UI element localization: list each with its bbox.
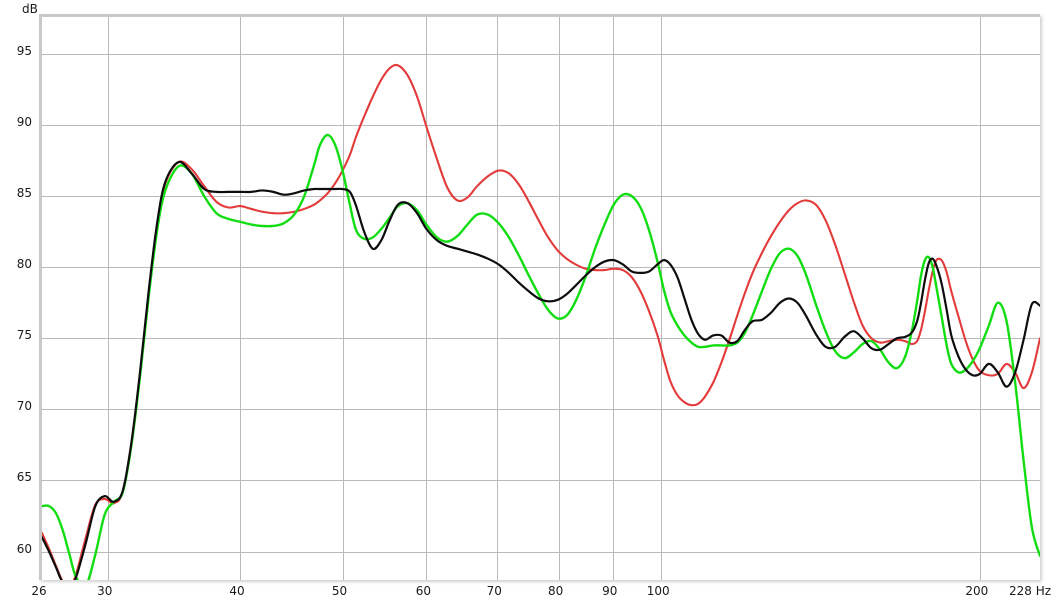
y-tick-label: 95 (16, 43, 32, 58)
x-tick-label: 100 (646, 584, 670, 598)
x-tick-label: 80 (547, 584, 564, 598)
x-axis-unit-label: 228 Hz (1009, 584, 1052, 598)
x-tick-label: 60 (415, 584, 432, 598)
y-tick-label: 90 (16, 115, 32, 130)
y-tick-label: 80 (16, 257, 32, 272)
y-tick-label: 85 (16, 186, 32, 201)
curve-green-trace (42, 133, 1040, 580)
y-tick-label: 60 (16, 541, 32, 556)
plot-canvas (42, 17, 1040, 580)
x-tick-label: 90 (602, 584, 618, 598)
x-tick-label: 50 (331, 584, 348, 598)
x-tick-label: 200 (965, 584, 989, 598)
y-tick-label: 75 (16, 328, 32, 343)
plot-area (39, 14, 1040, 580)
x-tick-label: 70 (486, 584, 502, 598)
data-curves (42, 63, 1040, 580)
chart-svg (42, 17, 1040, 580)
y-tick-label: 70 (16, 399, 32, 414)
curve-black-trace (42, 160, 1040, 580)
x-tick-label: 26 (31, 584, 47, 598)
curve-red-trace (42, 63, 1040, 580)
x-tick-label: 30 (97, 584, 113, 598)
y-tick-label: 65 (16, 470, 32, 485)
x-tick-label: 40 (229, 584, 245, 598)
y-axis-unit-label: dB (22, 2, 38, 16)
